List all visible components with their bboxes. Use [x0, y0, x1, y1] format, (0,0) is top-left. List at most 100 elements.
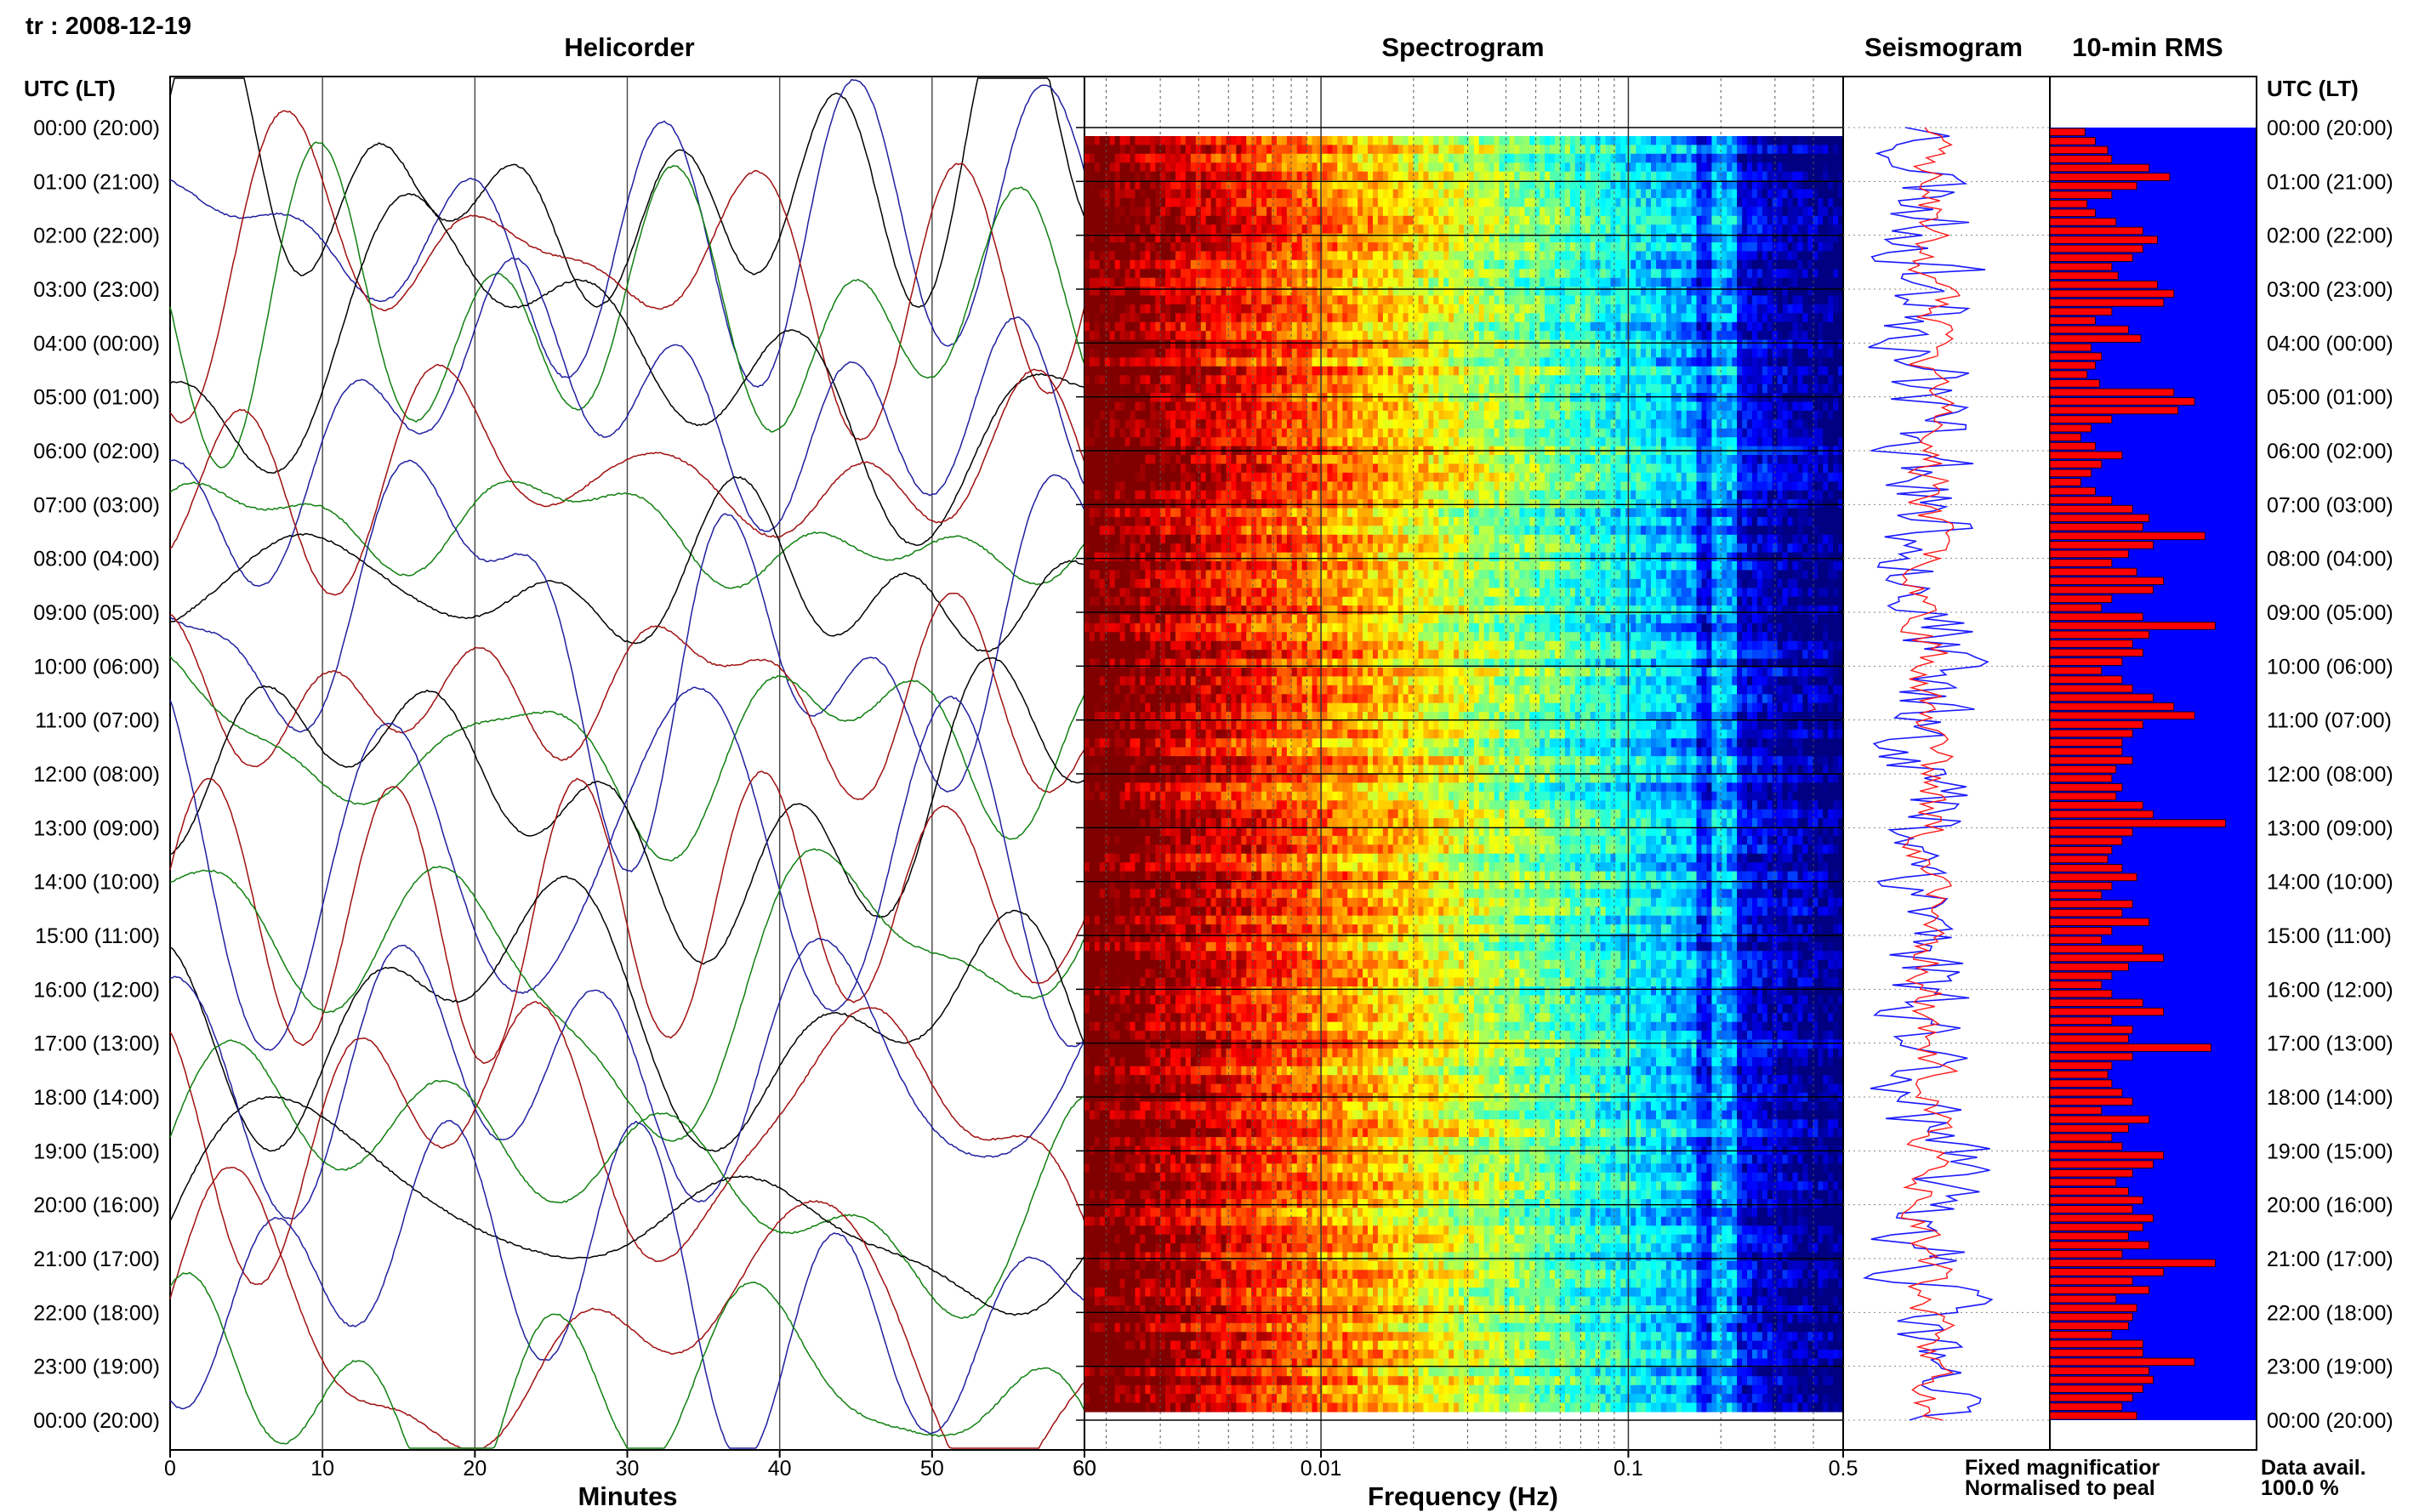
- spectrogram-cell: [1393, 145, 1399, 154]
- spectrogram-cell: [1251, 145, 1257, 154]
- spectrogram-cell: [1277, 172, 1283, 181]
- spectrogram-cell: [1347, 207, 1353, 216]
- spectrogram-cell: [1201, 162, 1207, 172]
- spectrogram-cell: [1570, 216, 1576, 225]
- spectrogram-cell: [1318, 145, 1323, 154]
- spectrogram-cell: [1186, 190, 1192, 199]
- spectrogram-cell: [1352, 198, 1358, 207]
- spectrogram-cell: [1454, 198, 1460, 207]
- spectrogram-cell: [1414, 145, 1420, 154]
- spectrogram-cell: [1251, 207, 1257, 216]
- spectrogram-cell: [1702, 172, 1708, 181]
- spectrogram-cell: [1150, 162, 1156, 172]
- spectrogram-cell: [1332, 145, 1338, 154]
- spectrogram-cell: [1388, 207, 1394, 216]
- spectrogram-cell: [1145, 154, 1151, 163]
- helicorder-title: Helicorder: [564, 32, 694, 62]
- spectrogram-cell: [1555, 172, 1561, 181]
- time-label-left: 23:00 (19:00): [33, 1356, 160, 1379]
- spectrogram-cell: [1398, 225, 1404, 234]
- spectrogram-cell: [1682, 172, 1688, 181]
- spectrogram-cell: [1615, 136, 1621, 145]
- spectrogram-cell: [1160, 190, 1166, 199]
- spectrogram-cell: [1196, 145, 1202, 154]
- spectrogram-cell: [1515, 162, 1521, 172]
- spectrogram-cell: [1150, 207, 1156, 216]
- spectrogram-cell: [1565, 154, 1571, 163]
- spectrogram-cell: [1484, 145, 1490, 154]
- spectrogram-cell: [1596, 136, 1602, 145]
- spectrogram-cell: [1540, 216, 1545, 225]
- spectrogram-cell: [1241, 216, 1247, 225]
- spectrogram-cell: [1327, 162, 1333, 172]
- spectrogram-cell: [1110, 145, 1116, 154]
- spectrogram-cell: [1494, 145, 1500, 154]
- spectrogram-cell: [1540, 225, 1545, 234]
- spectrogram-cell: [1438, 162, 1444, 172]
- spectrogram-cell: [1110, 154, 1116, 163]
- spectrogram-cell: [1464, 154, 1470, 163]
- spectrogram-cell: [1631, 190, 1636, 199]
- spectrogram-cell: [1596, 216, 1602, 225]
- spectrogram-cell: [1793, 162, 1799, 172]
- spectrogram-cell: [1737, 172, 1743, 181]
- spectrogram-cell: [1277, 136, 1283, 145]
- spectrogram-cell: [1570, 145, 1576, 154]
- spectrogram-cell: [1596, 162, 1602, 172]
- spectrogram-cell: [1575, 145, 1581, 154]
- spectrogram-cell: [1519, 198, 1525, 207]
- spectrogram-cell: [1201, 225, 1207, 234]
- spectrogram-cell: [1620, 162, 1626, 172]
- spectrogram-cell: [1423, 198, 1429, 207]
- spectrogram-cell: [1181, 216, 1187, 225]
- spectrogram-cell: [1550, 190, 1556, 199]
- spectrogram-cell: [1762, 198, 1768, 207]
- spectrogram-cell: [1261, 154, 1267, 163]
- spectrogram-cell: [1692, 172, 1698, 181]
- spectrogram-cell: [1687, 172, 1693, 181]
- spectrogram-cell: [1671, 216, 1677, 225]
- spectrogram-cell: [1823, 154, 1829, 163]
- spectrogram-cell: [1565, 225, 1571, 234]
- spectrogram-cell: [1409, 190, 1414, 199]
- spectrogram-cell: [1783, 198, 1789, 207]
- spectrogram-cell: [1378, 207, 1384, 216]
- spectrogram-cell: [1555, 162, 1561, 172]
- spectrogram-cell: [1545, 162, 1551, 172]
- spectrogram-cell: [1090, 154, 1096, 163]
- spectrogram-cell: [1105, 198, 1111, 207]
- spectrogram-cell: [1555, 198, 1561, 207]
- spectrogram-cell: [1414, 136, 1420, 145]
- spectrogram-cell: [1620, 145, 1626, 154]
- spectrogram-cell: [1403, 207, 1409, 216]
- spectrogram-cell: [1833, 162, 1839, 172]
- spectrogram-cell: [1489, 145, 1495, 154]
- spectrogram-cell: [1206, 162, 1212, 172]
- spectrogram-cell: [1828, 216, 1834, 225]
- time-label-right: 09:00 (05:00): [2267, 601, 2393, 625]
- spectrogram-cell: [1307, 225, 1313, 234]
- spectrogram-cell: [1793, 145, 1799, 154]
- spectrogram-cell: [1342, 216, 1348, 225]
- spectrogram-cell: [1216, 145, 1222, 154]
- spectrogram-cell: [1428, 225, 1434, 234]
- spectrogram-cell: [1130, 216, 1136, 225]
- spectrogram-cell: [1454, 207, 1460, 216]
- spectrogram-cell: [1666, 154, 1672, 163]
- spectrogram-cell: [1464, 162, 1470, 172]
- spectrogram-cell: [1585, 154, 1591, 163]
- spectrogram-cell: [1115, 198, 1121, 207]
- helicorder-xtick-label: 0: [164, 1457, 176, 1481]
- spectrogram-cell: [1783, 207, 1789, 216]
- spectrogram-cell: [1232, 162, 1238, 172]
- spectrogram-cell: [1510, 136, 1516, 145]
- spectrogram-cell: [1115, 225, 1121, 234]
- spectrogram-cell: [1318, 225, 1323, 234]
- spectrogram-cell: [1747, 198, 1753, 207]
- spectrogram-cell: [1383, 225, 1389, 234]
- spectrogram-cell: [1449, 162, 1454, 172]
- time-label-right: 07:00 (03:00): [2267, 493, 2393, 517]
- spectrogram-cell: [1084, 136, 1090, 145]
- spectrogram-cell: [1692, 145, 1698, 154]
- spectrogram-cell: [1676, 198, 1682, 207]
